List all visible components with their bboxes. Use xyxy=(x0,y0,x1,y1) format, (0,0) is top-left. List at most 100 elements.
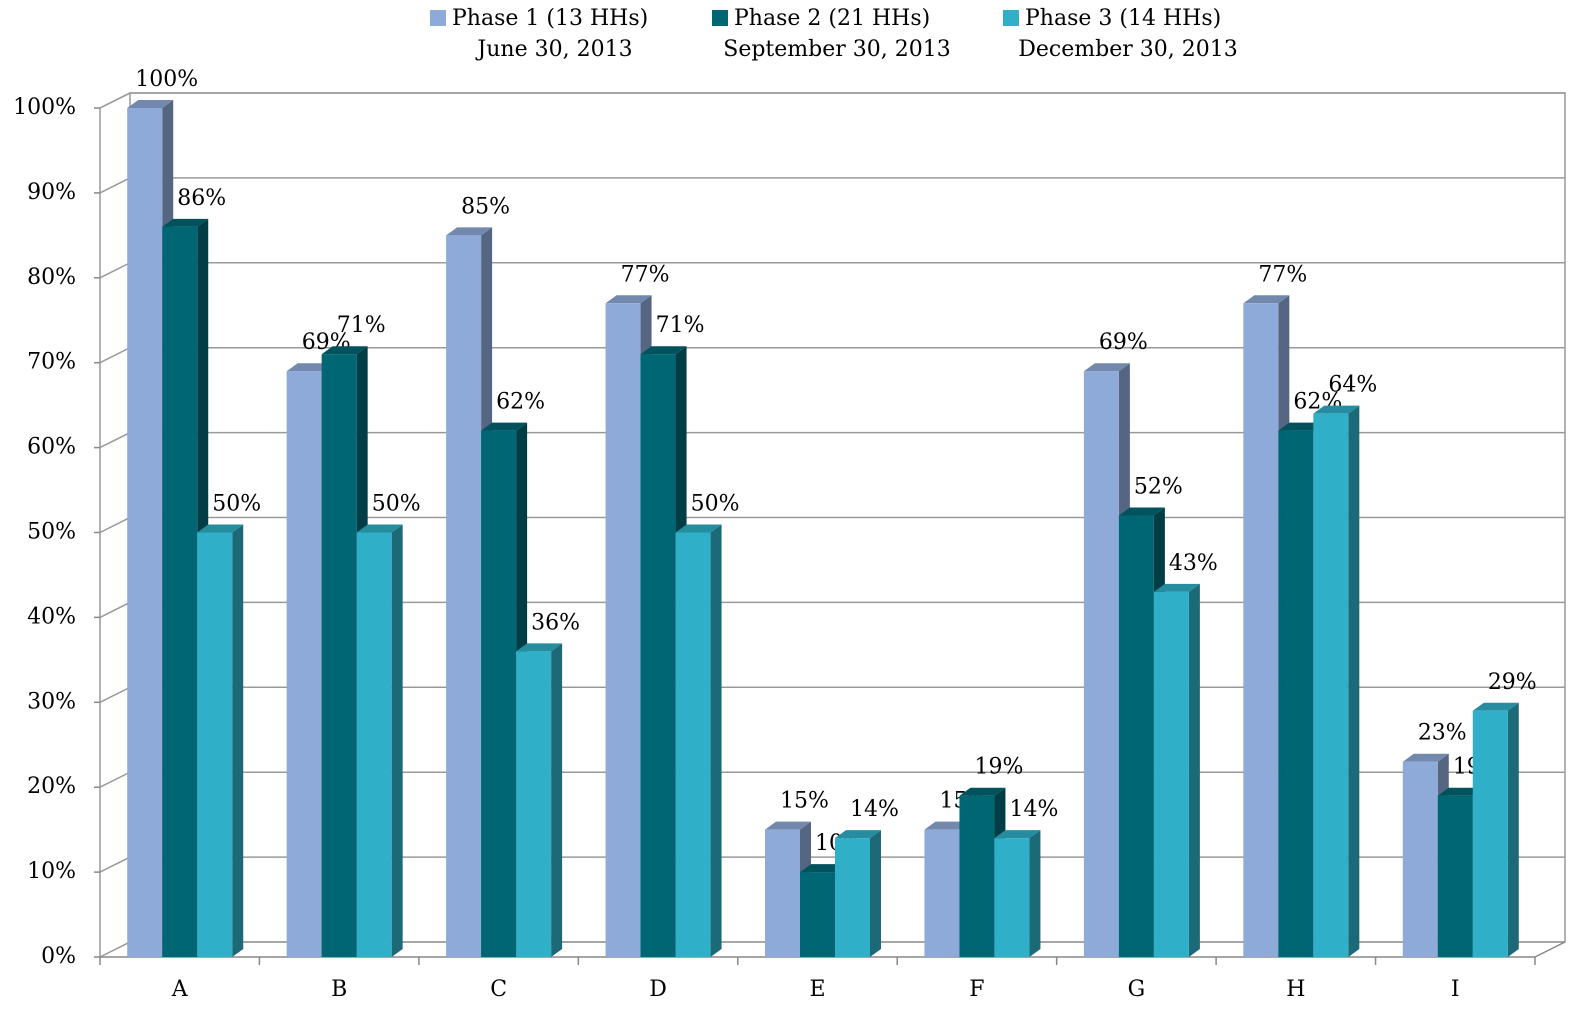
legend-swatch xyxy=(712,10,728,26)
bar-top xyxy=(605,295,652,304)
value-label: 100% xyxy=(135,67,198,92)
value-label: 77% xyxy=(621,262,670,287)
value-label: 64% xyxy=(1328,373,1377,398)
bar-front xyxy=(481,430,517,957)
bar-top xyxy=(127,100,174,108)
value-label: 29% xyxy=(1488,670,1537,695)
value-label: 43% xyxy=(1169,551,1218,576)
y-tick-label: 90% xyxy=(27,180,76,205)
bar-side xyxy=(1507,702,1519,957)
value-label: 69% xyxy=(1099,330,1148,355)
bar-side xyxy=(391,524,403,957)
legend-label: Phase 2 (21 HHs) xyxy=(734,6,930,31)
y-tick-label: 80% xyxy=(27,265,76,290)
x-tick-label: A xyxy=(171,977,189,1002)
bar-top xyxy=(765,821,811,830)
bar-top xyxy=(321,346,368,355)
bar-side xyxy=(1348,405,1360,957)
bar-front xyxy=(286,371,322,957)
bar xyxy=(835,830,881,957)
x-tick-label: H xyxy=(1286,977,1305,1002)
x-tick-label: B xyxy=(331,977,347,1002)
legend-swatch xyxy=(430,10,446,26)
value-label: 50% xyxy=(372,492,421,517)
bar-front xyxy=(1243,303,1279,957)
bar-top xyxy=(800,864,846,873)
bar xyxy=(1472,702,1519,957)
bar-top xyxy=(1313,405,1360,414)
y-tick-label: 100% xyxy=(13,95,76,120)
y-tick-label: 50% xyxy=(27,520,76,545)
value-label: 15% xyxy=(780,789,829,814)
bar-top xyxy=(446,227,493,236)
bar-side xyxy=(551,643,563,957)
x-tick-label: C xyxy=(490,977,507,1002)
bar-top xyxy=(1118,507,1165,516)
x-tick-label: D xyxy=(649,977,667,1002)
bar xyxy=(1313,405,1360,957)
value-label: 52% xyxy=(1134,475,1183,500)
bar-side xyxy=(1029,830,1041,957)
bar-front xyxy=(924,829,960,957)
value-label: 50% xyxy=(212,492,261,517)
bar-front xyxy=(197,532,233,957)
x-tick-label: E xyxy=(809,977,825,1002)
legend-label: Phase 3 (14 HHs) xyxy=(1025,6,1221,31)
bar xyxy=(675,524,722,957)
bar-front xyxy=(959,795,995,957)
y-tick-label: 30% xyxy=(27,689,76,714)
bar-top xyxy=(675,524,722,533)
bar-top xyxy=(1153,583,1200,592)
bar-side xyxy=(710,524,722,957)
bar-top xyxy=(481,422,528,431)
value-label: 86% xyxy=(177,186,226,211)
bar-side xyxy=(870,830,881,957)
bar-front xyxy=(321,354,357,958)
legend-date: December 30, 2013 xyxy=(1018,37,1237,62)
legend-date: June 30, 2013 xyxy=(475,37,632,62)
bar-top xyxy=(994,830,1041,839)
bar xyxy=(446,227,493,958)
value-label: 14% xyxy=(850,797,899,822)
bar xyxy=(321,346,368,958)
bar-top xyxy=(1402,753,1449,762)
bar xyxy=(1153,583,1200,957)
grid-line xyxy=(99,92,1565,109)
bar-top xyxy=(356,524,403,533)
y-tick-label: 70% xyxy=(27,350,76,375)
value-label: 23% xyxy=(1418,721,1467,746)
bar-side xyxy=(1188,583,1200,957)
bar-front xyxy=(1402,761,1438,957)
bar-front xyxy=(1118,515,1154,957)
bar-front xyxy=(1153,591,1189,957)
bar-front xyxy=(800,872,835,957)
value-label: 36% xyxy=(531,610,580,635)
value-label: 14% xyxy=(1009,797,1058,822)
bar-front xyxy=(994,838,1030,957)
bar-front xyxy=(516,651,552,957)
bar-front xyxy=(675,532,711,957)
value-label: 19% xyxy=(974,755,1023,780)
bar-top xyxy=(835,830,881,839)
bar-front xyxy=(1313,413,1349,957)
bar-top xyxy=(162,218,209,227)
bar-front xyxy=(446,235,482,958)
bar xyxy=(356,524,403,957)
value-label: 71% xyxy=(337,313,386,338)
y-tick-label: 10% xyxy=(27,859,76,884)
bar-front xyxy=(1278,430,1314,957)
bar-top xyxy=(197,524,244,533)
bar xyxy=(516,643,563,957)
bar-top xyxy=(516,643,563,652)
bar-top xyxy=(1437,787,1484,796)
bar xyxy=(994,830,1041,957)
bar-side xyxy=(232,524,244,957)
bar-front xyxy=(1083,371,1119,957)
value-label: 77% xyxy=(1258,262,1307,287)
floor-edge xyxy=(1534,941,1566,958)
bar xyxy=(640,346,687,958)
bar-front xyxy=(605,303,641,957)
x-tick-label: G xyxy=(1128,977,1146,1002)
bar-top xyxy=(640,346,687,355)
value-label: 85% xyxy=(461,194,510,219)
